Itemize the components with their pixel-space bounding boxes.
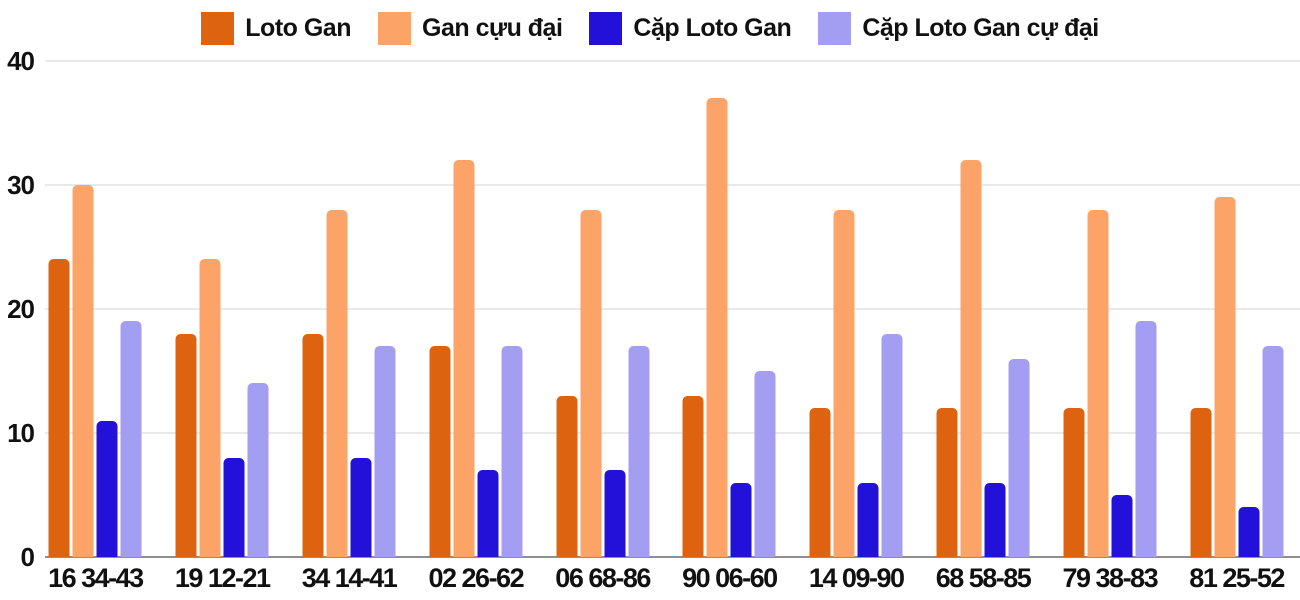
legend-label: Cặp Loto Gan bbox=[633, 14, 792, 42]
legend-item[interactable]: Cặp Loto Gan bbox=[589, 12, 792, 45]
bar-cluster bbox=[1063, 209, 1157, 557]
y-axis-tick-label: 40 bbox=[7, 46, 35, 76]
bar bbox=[936, 408, 958, 557]
legend-label: Loto Gan bbox=[245, 14, 351, 42]
bar-cluster bbox=[1190, 197, 1284, 557]
bar-cluster bbox=[48, 185, 142, 557]
x-axis-category-label: 02 26-62 bbox=[428, 563, 525, 593]
legend-item[interactable]: Cặp Loto Gan cự đại bbox=[818, 12, 1099, 45]
bar bbox=[1262, 346, 1284, 557]
x-axis-category-label: 19 12-21 bbox=[174, 563, 271, 593]
bar-cluster bbox=[682, 98, 776, 557]
gridline bbox=[45, 60, 1300, 62]
x-axis-category-label: 79 38-83 bbox=[1062, 563, 1159, 593]
bar-cluster bbox=[809, 209, 903, 557]
legend-color-swatch bbox=[378, 12, 411, 45]
bar bbox=[682, 395, 704, 557]
bar-cluster bbox=[556, 209, 650, 557]
bar bbox=[1063, 408, 1085, 557]
bar bbox=[1214, 197, 1236, 557]
bar-cluster bbox=[302, 209, 396, 557]
bar bbox=[374, 346, 396, 557]
bar bbox=[477, 470, 499, 557]
bar bbox=[247, 383, 269, 557]
x-axis-line bbox=[45, 556, 1300, 558]
bar bbox=[881, 333, 903, 557]
bar-cluster bbox=[175, 259, 269, 557]
gridline bbox=[45, 432, 1300, 434]
bar bbox=[1111, 495, 1133, 557]
bar bbox=[501, 346, 523, 557]
bar bbox=[754, 371, 776, 557]
x-axis-category-label: 16 34-43 bbox=[48, 563, 144, 593]
bar-cluster bbox=[936, 160, 1030, 557]
bar bbox=[857, 482, 879, 557]
bar bbox=[120, 321, 142, 557]
legend-item[interactable]: Loto Gan bbox=[201, 12, 351, 45]
y-axis-tick-label: 10 bbox=[7, 418, 35, 448]
bar bbox=[960, 160, 982, 557]
bar bbox=[604, 470, 626, 557]
bar bbox=[72, 185, 94, 557]
bar bbox=[628, 346, 650, 557]
bar bbox=[1135, 321, 1157, 557]
bar bbox=[580, 209, 602, 557]
bar bbox=[453, 160, 475, 557]
bar bbox=[1238, 507, 1260, 557]
bar bbox=[706, 98, 728, 557]
y-axis-tick-label: 20 bbox=[7, 294, 35, 324]
bar bbox=[96, 420, 118, 557]
legend-color-swatch bbox=[818, 12, 852, 45]
bar bbox=[48, 259, 70, 557]
bar bbox=[223, 457, 245, 557]
bar bbox=[1087, 209, 1109, 557]
x-axis-category-label: 14 09-90 bbox=[808, 563, 905, 593]
bar bbox=[1008, 358, 1030, 557]
bar bbox=[556, 395, 578, 557]
bar bbox=[199, 259, 221, 557]
x-axis-category-label: 90 06-60 bbox=[682, 563, 778, 593]
bar bbox=[302, 333, 324, 557]
chart-legend: Loto Gan Gan cựu đại Cặp Loto Gan Cặp Loto … bbox=[0, 12, 1300, 45]
gridline bbox=[45, 184, 1300, 186]
x-axis-category-label: 81 25-52 bbox=[1189, 563, 1285, 593]
bar bbox=[175, 333, 197, 557]
bar bbox=[1190, 408, 1212, 557]
legend-color-swatch bbox=[201, 12, 235, 45]
bar bbox=[730, 482, 752, 557]
x-axis-category-label: 06 68-86 bbox=[555, 563, 651, 593]
legend-color-swatch bbox=[589, 12, 623, 45]
y-axis-tick-label: 0 bbox=[20, 542, 35, 572]
bar bbox=[833, 209, 855, 557]
bar bbox=[809, 408, 831, 557]
legend-label: Cặp Loto Gan cự đại bbox=[862, 14, 1099, 42]
bar bbox=[984, 482, 1006, 557]
x-axis-category-label: 68 58-85 bbox=[935, 563, 1032, 593]
legend-label: Gan cựu đại bbox=[422, 14, 563, 42]
legend-item[interactable]: Gan cựu đại bbox=[378, 12, 563, 45]
bar bbox=[350, 457, 372, 557]
x-axis-category-label: 34 14-41 bbox=[301, 563, 398, 593]
bar-cluster bbox=[429, 160, 523, 557]
bar bbox=[326, 209, 348, 557]
y-axis-tick-label: 30 bbox=[7, 170, 35, 200]
gridline bbox=[45, 308, 1300, 310]
bar bbox=[429, 346, 451, 557]
